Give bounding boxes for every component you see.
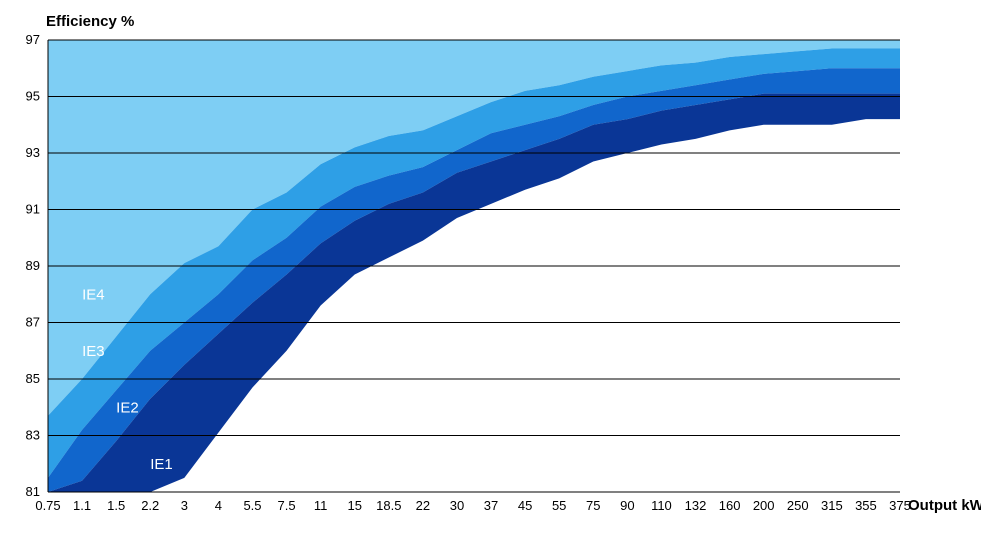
- y-tick-label: 93: [26, 145, 40, 160]
- x-tick-label: 55: [552, 498, 566, 513]
- series-label-ie1: IE1: [150, 456, 173, 473]
- x-tick-label: 75: [586, 498, 600, 513]
- y-tick-label: 87: [26, 315, 40, 330]
- x-tick-label: 0.75: [35, 498, 60, 513]
- efficiency-chart: 81 83 85 87 89 91 93 95 97 0.75 1.1 1.5 2.2 3 4 5.5 7.5 1…: [0, 0, 981, 542]
- y-tick-label: 81: [26, 484, 40, 499]
- series-label-ie3: IE3: [82, 343, 105, 360]
- series-label-ie2: IE2: [116, 399, 139, 416]
- x-tick-label: 160: [719, 498, 741, 513]
- x-tick-label: 110: [651, 498, 672, 513]
- x-tick-label: 250: [787, 498, 809, 513]
- y-tick-label: 89: [26, 258, 40, 273]
- y-axis-title: Efficiency %: [46, 13, 134, 30]
- series-label-ie4: IE4: [82, 286, 105, 303]
- y-tick-label: 83: [26, 428, 40, 443]
- chart-svg: 81 83 85 87 89 91 93 95 97 0.75 1.1 1.5 2.2 3 4 5.5 7.5 1…: [0, 0, 981, 542]
- x-tick-label: 7.5: [278, 498, 296, 513]
- x-tick-label: 3: [181, 498, 188, 513]
- x-axis-title: Output kW: [908, 497, 981, 514]
- x-tick-label: 1.1: [73, 498, 91, 513]
- x-tick-label: 5.5: [243, 498, 261, 513]
- x-tick-label: 22: [416, 498, 430, 513]
- x-tick-label: 18.5: [376, 498, 401, 513]
- y-tick-label: 97: [26, 32, 40, 47]
- x-tick-label: 2.2: [141, 498, 159, 513]
- x-tick-label: 1.5: [107, 498, 125, 513]
- x-tick-label: 132: [685, 498, 707, 513]
- x-tick-label: 4: [215, 498, 222, 513]
- x-tick-label: 315: [821, 498, 843, 513]
- x-tick-label: 11: [314, 498, 328, 513]
- y-tick-label: 91: [26, 202, 40, 217]
- y-tick-label: 95: [26, 89, 40, 104]
- x-tick-label: 15: [347, 498, 361, 513]
- x-tick-label: 45: [518, 498, 532, 513]
- x-tick-label: 200: [753, 498, 775, 513]
- x-tick-label: 37: [484, 498, 498, 513]
- x-tick-label: 90: [620, 498, 634, 513]
- y-tick-label: 85: [26, 371, 40, 386]
- x-tick-label: 30: [450, 498, 464, 513]
- x-tick-label: 355: [855, 498, 877, 513]
